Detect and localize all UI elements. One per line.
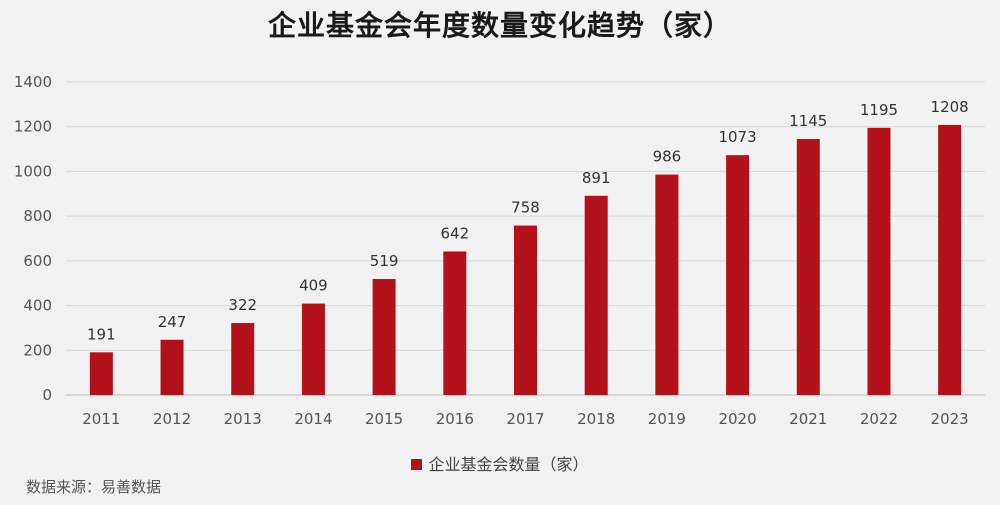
y-tick-label: 600 xyxy=(23,252,52,270)
x-tick-label: 2015 xyxy=(365,410,403,428)
legend-swatch xyxy=(411,459,423,470)
x-tick-label: 2021 xyxy=(789,410,827,428)
x-tick-label: 2019 xyxy=(648,410,686,428)
x-tick-label: 2023 xyxy=(931,410,969,428)
x-tick-label: 2017 xyxy=(506,410,544,428)
data-label: 409 xyxy=(299,277,328,295)
x-tick-label: 2016 xyxy=(436,410,474,428)
y-tick-label: 400 xyxy=(23,297,52,315)
bar xyxy=(867,127,891,395)
data-label: 519 xyxy=(370,252,399,270)
source-note: 数据来源：易善数据 xyxy=(26,478,162,496)
data-label: 758 xyxy=(511,199,540,217)
data-label: 247 xyxy=(158,313,187,331)
bar xyxy=(796,139,820,395)
x-tick-label: 2012 xyxy=(153,410,191,428)
bar xyxy=(160,339,184,395)
bar xyxy=(514,225,537,395)
bar xyxy=(372,278,396,395)
data-label: 1195 xyxy=(860,101,898,119)
legend-label: 企业基金会数量（家） xyxy=(428,455,589,474)
data-label: 1145 xyxy=(789,112,827,130)
x-tick-label: 2018 xyxy=(577,410,615,428)
x-tick-label: 2014 xyxy=(294,410,332,428)
data-label: 1208 xyxy=(931,98,969,116)
bar xyxy=(938,124,962,395)
data-label: 642 xyxy=(440,224,469,242)
bar xyxy=(301,303,325,395)
data-label: 1073 xyxy=(718,128,756,146)
x-tick-label: 2020 xyxy=(718,410,756,428)
data-label: 322 xyxy=(228,296,257,314)
chart-title: 企业基金会年度数量变化趋势（家） xyxy=(267,9,732,42)
y-tick-label: 1000 xyxy=(14,162,52,180)
data-label: 191 xyxy=(87,325,116,343)
data-label: 986 xyxy=(653,148,682,166)
x-tick-label: 2022 xyxy=(860,410,898,428)
y-tick-label: 0 xyxy=(42,386,52,404)
x-tick-label: 2011 xyxy=(82,410,120,428)
y-tick-label: 1200 xyxy=(14,118,52,136)
legend: 企业基金会数量（家） xyxy=(0,451,1000,475)
x-tick-label: 2013 xyxy=(224,410,262,428)
bar xyxy=(443,251,467,395)
data-label: 891 xyxy=(582,169,611,187)
bar xyxy=(89,352,113,395)
bar xyxy=(655,174,679,395)
y-tick-label: 1400 xyxy=(14,73,52,91)
y-tick-label: 200 xyxy=(23,341,52,359)
bar xyxy=(231,323,255,395)
y-tick-label: 800 xyxy=(23,207,52,225)
bar xyxy=(584,195,608,395)
bar xyxy=(726,155,750,395)
